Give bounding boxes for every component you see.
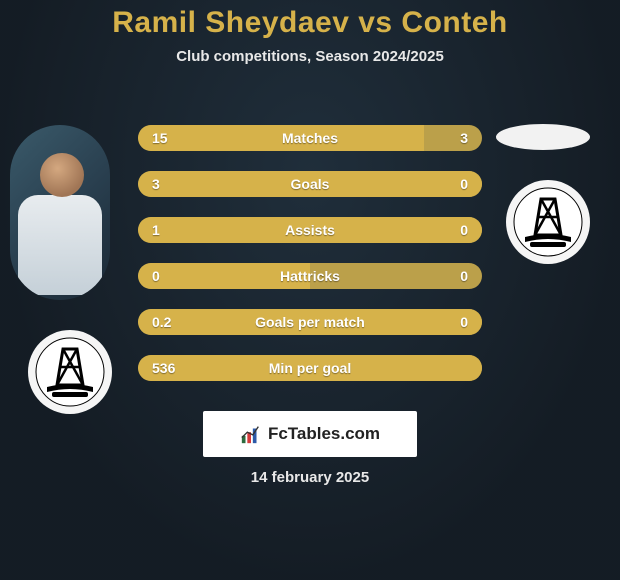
stat-bar: 536 Min per goal	[138, 355, 482, 381]
stat-value-left: 15	[152, 130, 168, 146]
stat-value-right: 3	[460, 130, 468, 146]
stat-label: Min per goal	[269, 360, 351, 376]
stat-label: Matches	[282, 130, 338, 146]
stat-bar: 0 Hattricks 0	[138, 263, 482, 289]
stat-bar: 0.2 Goals per match 0	[138, 309, 482, 335]
stat-value-right: 0	[460, 222, 468, 238]
stat-bar: 15 Matches 3	[138, 125, 482, 151]
club-badge-left	[28, 330, 112, 414]
player-right-photo	[496, 124, 590, 150]
logo-text: FcTables.com	[268, 424, 380, 444]
stat-fill-left	[138, 125, 424, 151]
bar-chart-icon	[240, 423, 262, 445]
oil-derrick-icon	[513, 187, 583, 257]
stat-label: Goals per match	[255, 314, 365, 330]
stat-label: Goals	[291, 176, 330, 192]
stat-label: Hattricks	[280, 268, 340, 284]
stat-bar: 3 Goals 0	[138, 171, 482, 197]
player-left-photo	[10, 125, 110, 300]
stat-value-left: 536	[152, 360, 175, 376]
stat-value-right: 0	[460, 176, 468, 192]
stat-bar: 1 Assists 0	[138, 217, 482, 243]
stat-label: Assists	[285, 222, 335, 238]
comparison-subtitle: Club competitions, Season 2024/2025	[0, 48, 620, 65]
stat-rows-container: 15Matches33Goals01Assists00Hattricks00.2…	[138, 125, 482, 401]
fctables-logo: FcTables.com	[203, 411, 417, 457]
comparison-date: 14 february 2025	[251, 469, 369, 486]
stat-value-left: 1	[152, 222, 160, 238]
stat-value-right: 0	[460, 268, 468, 284]
stat-value-left: 0.2	[152, 314, 171, 330]
club-badge-right	[506, 180, 590, 264]
stat-value-left: 0	[152, 268, 160, 284]
stat-value-right: 0	[460, 314, 468, 330]
comparison-title: Ramil Sheydaev vs Conteh	[0, 0, 620, 40]
stat-value-left: 3	[152, 176, 160, 192]
oil-derrick-icon	[35, 337, 105, 407]
